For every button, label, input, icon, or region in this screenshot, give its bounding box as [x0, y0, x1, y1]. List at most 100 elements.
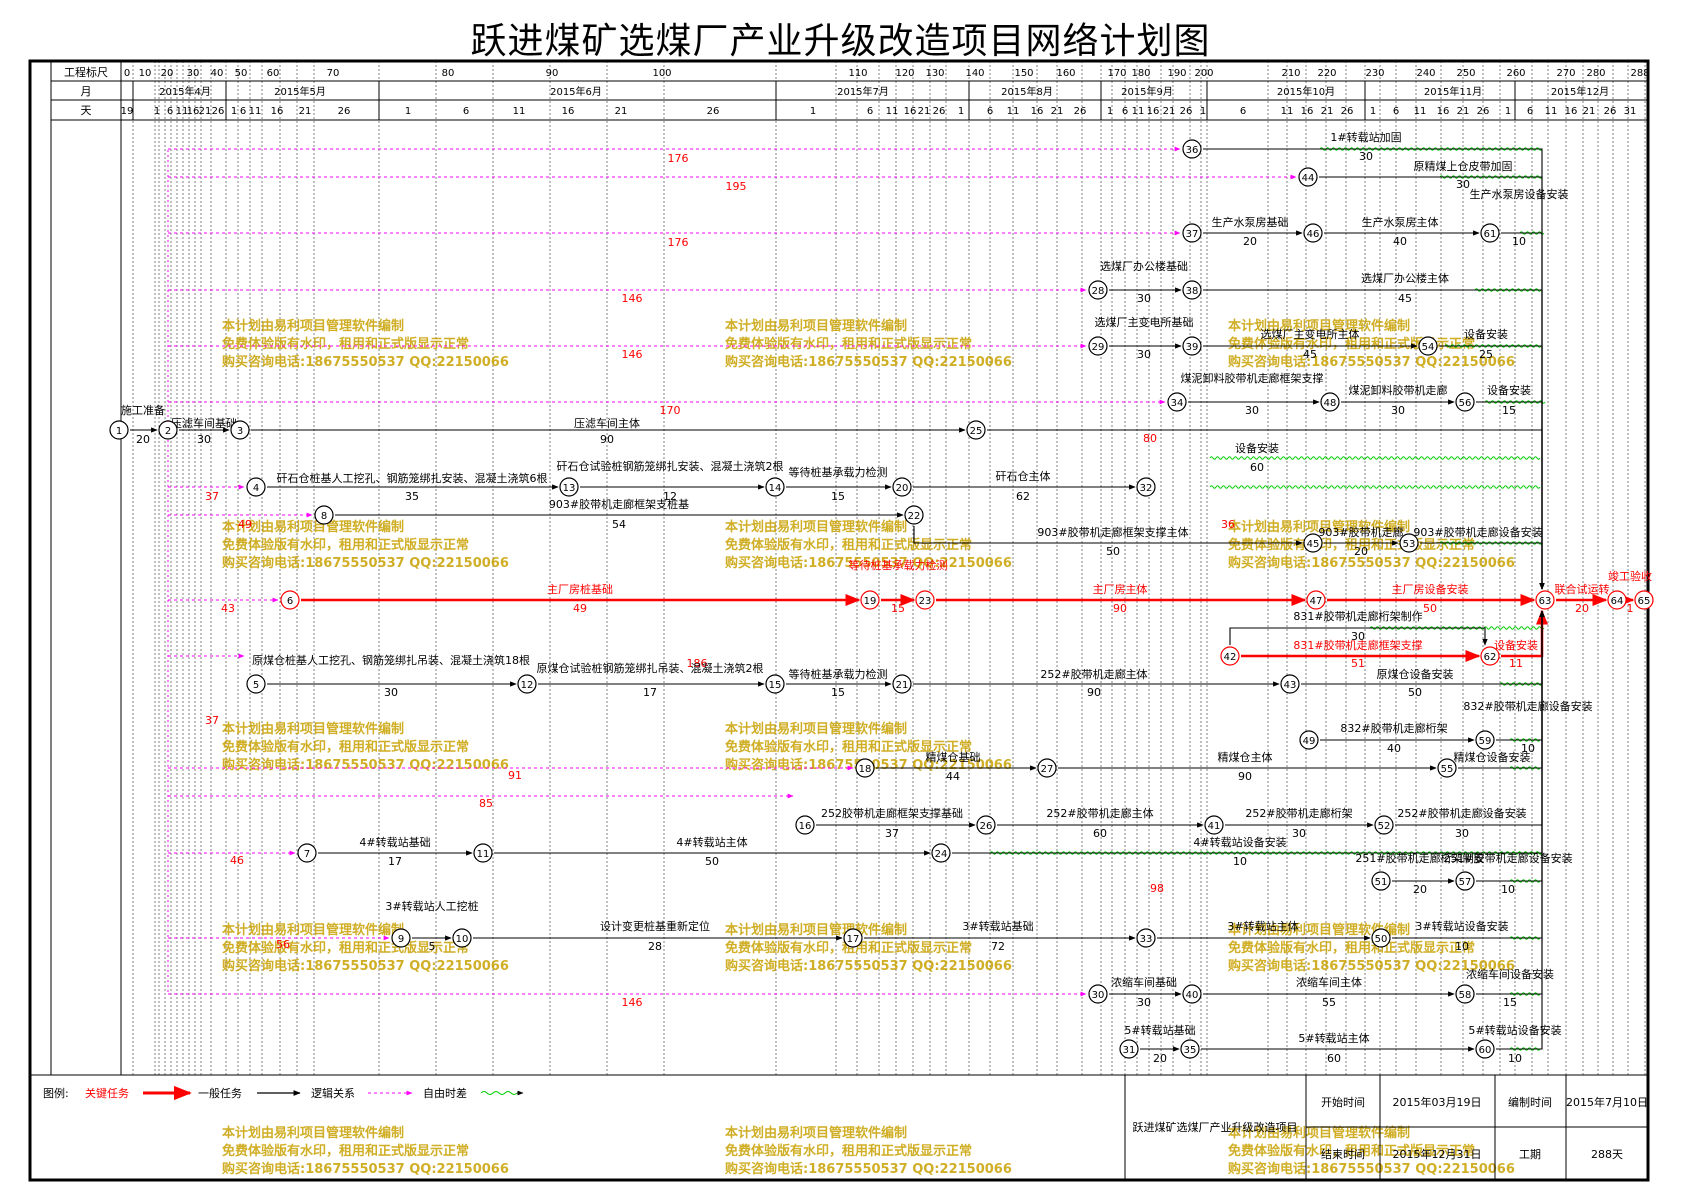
task-name: 5#转载站基础	[1124, 1023, 1195, 1037]
node-circle	[1607, 590, 1627, 610]
event-node: 65	[1634, 590, 1654, 610]
node-circle	[1480, 223, 1500, 243]
day-label: 6	[167, 106, 173, 117]
node-circle	[109, 420, 129, 440]
task-name: 压滤车间主体	[574, 416, 640, 430]
task-duration: 20	[1354, 545, 1368, 558]
watermark: 本计划由易利项目管理软件编制免费体验版有水印，租用和正式版显示正常购买咨询电话:…	[1228, 318, 1515, 370]
event-node: 27	[1037, 758, 1057, 778]
task-name: 4#转载站设备安装	[1193, 835, 1286, 849]
task-name: 1#转载站加固	[1330, 130, 1401, 144]
task-arrows: 施工准备 20 压滤车间基础 30 压滤车间主体 90 矸石仓桩基人工挖孔、钢筋笼绑扎安装、…	[121, 130, 1652, 1065]
watermark-line: 免费体验版有水印，租用和正式版显示正常	[1228, 537, 1475, 553]
month-label: 2015年11月	[1424, 85, 1482, 98]
day-label: 11	[1281, 106, 1294, 117]
event-node: 22	[904, 505, 924, 525]
watermark-line: 本计划由易利项目管理软件编制	[1228, 1125, 1410, 1141]
task-duration: 40	[1393, 235, 1407, 248]
day-label: 11	[1545, 106, 1558, 117]
watermark-line: 购买咨询电话:18675550537 QQ:22150066	[222, 958, 509, 974]
event-node: 48	[1320, 392, 1340, 412]
node-circle	[1182, 336, 1202, 356]
node-circle	[1136, 477, 1156, 497]
watermark-line: 免费体验版有水印，租用和正式版显示正常	[725, 739, 972, 755]
event-node: 32	[1136, 477, 1156, 497]
event-node: 1	[109, 420, 129, 440]
event-node: 16	[795, 815, 815, 835]
task-duration: 30	[1137, 348, 1151, 361]
task-name: 原煤仓桩基人工挖孔、钢筋笼绑扎吊装、混凝土浇筑18根	[252, 653, 530, 667]
free-float-value: 170	[660, 404, 681, 417]
event-node: 26	[976, 815, 996, 835]
scale-tick: 40	[211, 68, 224, 79]
compile-time-value: 2015年7月10日	[1566, 1095, 1648, 1109]
task-arrow	[1496, 610, 1545, 741]
task-name: 选煤厂主变电所主体	[1261, 327, 1360, 341]
month-row-label: 月	[81, 85, 92, 98]
watermark-line: 本计划由易利项目管理软件编制	[1228, 922, 1410, 938]
day-label: 16	[562, 106, 575, 117]
watermark-line: 免费体验版有水印，租用和正式版显示正常	[222, 1143, 469, 1159]
free-float-value: 176	[668, 236, 689, 249]
task-duration: 50	[705, 855, 719, 868]
task-duration: 20	[136, 433, 150, 446]
node-number: 14	[769, 483, 782, 494]
event-node: 34	[1167, 392, 1187, 412]
task-duration: 30	[1351, 630, 1365, 643]
task-duration: 62	[1016, 490, 1030, 503]
event-node: 53	[1399, 533, 1419, 553]
node-number: 44	[1302, 173, 1315, 184]
legend-float-wave	[480, 1091, 518, 1095]
event-node: 50	[1371, 928, 1391, 948]
task-duration: 10	[1521, 742, 1535, 755]
task-duration: 60	[1327, 1052, 1341, 1065]
event-node: 19	[860, 590, 880, 610]
scale-ticks: 0 10 20 30 40 50 60 70 80 90 100 110 120 130 140 150 160…	[124, 68, 1650, 79]
task-name: 设备安装	[1235, 441, 1279, 455]
day-label: 1	[958, 106, 964, 117]
task-duration: 30	[1292, 827, 1306, 840]
task-duration: 20	[1575, 602, 1589, 615]
task-duration: 90	[1113, 602, 1127, 615]
task-duration: 12	[663, 490, 677, 503]
event-node: 7	[297, 843, 317, 863]
node-circle	[1634, 590, 1654, 610]
node-circle	[280, 590, 300, 610]
scale-tick: 0	[124, 68, 130, 79]
task-name: 3#转载站主体	[1227, 919, 1298, 933]
watermark-line: 购买咨询电话:18675550537 QQ:22150066	[222, 1161, 509, 1177]
task-name: 浓缩车间主体	[1296, 975, 1362, 989]
node-circle	[391, 928, 411, 948]
watermark-line: 本计划由易利项目管理软件编制	[222, 318, 404, 334]
task-name: 生产水泵房主体	[1362, 215, 1439, 229]
watermark-line: 本计划由易利项目管理软件编制	[725, 318, 907, 334]
day-label: 6	[463, 106, 469, 117]
day-label: 16	[1147, 106, 1160, 117]
watermark: 本计划由易利项目管理软件编制免费体验版有水印，租用和正式版显示正常购买咨询电话:…	[222, 519, 509, 571]
task-duration: 28	[648, 940, 662, 953]
node-circle	[1298, 167, 1318, 187]
task-name: 4#转载站基础	[359, 835, 430, 849]
legend-logic-label: 逻辑关系	[311, 1086, 355, 1100]
watermark: 本计划由易利项目管理软件编制免费体验版有水印，租用和正式版显示正常购买咨询电话:…	[725, 1125, 1012, 1177]
task-name: 施工准备	[121, 403, 165, 417]
task-duration: 15	[1503, 996, 1517, 1009]
watermark: 本计划由易利项目管理软件编制免费体验版有水印，租用和正式版显示正常购买咨询电话:…	[1228, 1125, 1515, 1177]
event-node: 35	[1180, 1039, 1200, 1059]
day-label: 1	[154, 106, 160, 117]
node-number: 58	[1459, 990, 1472, 1001]
node-number: 65	[1638, 596, 1651, 607]
task-name: 生产水泵房基础	[1212, 215, 1289, 229]
task-arrow	[987, 429, 1545, 590]
node-circle	[892, 674, 912, 694]
node-number: 32	[1140, 483, 1153, 494]
scale-tick: 170	[1107, 68, 1126, 79]
month-label: 2015年9月	[1121, 85, 1173, 98]
task-name: 252#胶带机走廊主体	[1046, 806, 1153, 820]
scale-tick: 180	[1131, 68, 1150, 79]
node-circle	[1037, 758, 1057, 778]
node-circle	[1303, 223, 1323, 243]
watermark-line: 购买咨询电话:18675550537 QQ:22150066	[1228, 958, 1515, 974]
watermark-line: 购买咨询电话:18675550537 QQ:22150066	[725, 1161, 1012, 1177]
